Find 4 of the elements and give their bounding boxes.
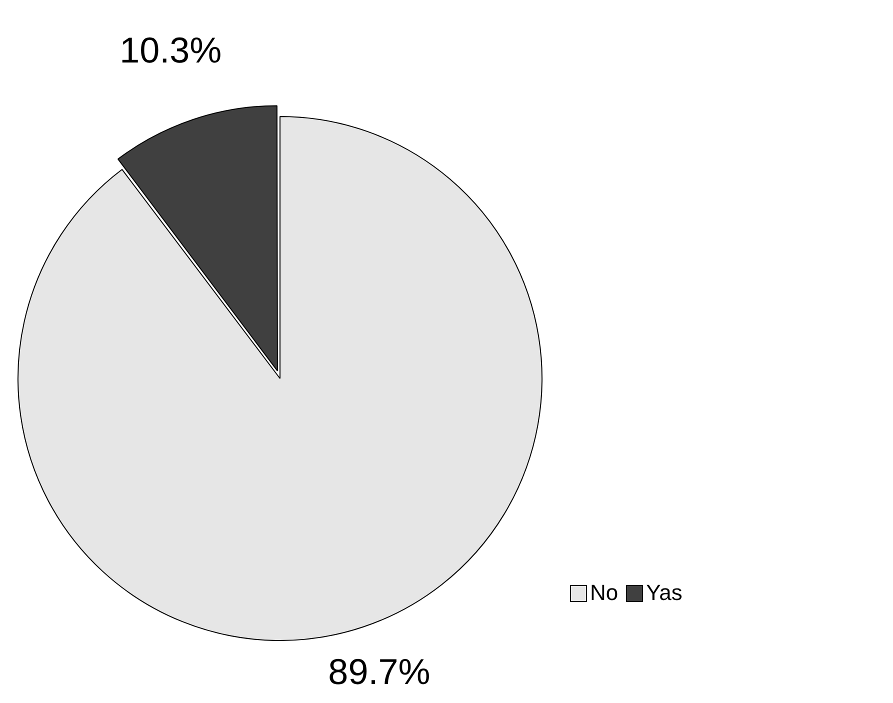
legend-label: No <box>590 580 618 606</box>
legend-label: Yas <box>646 580 682 606</box>
data-label: 89.7% <box>328 651 430 692</box>
data-label: 10.3% <box>120 29 222 70</box>
